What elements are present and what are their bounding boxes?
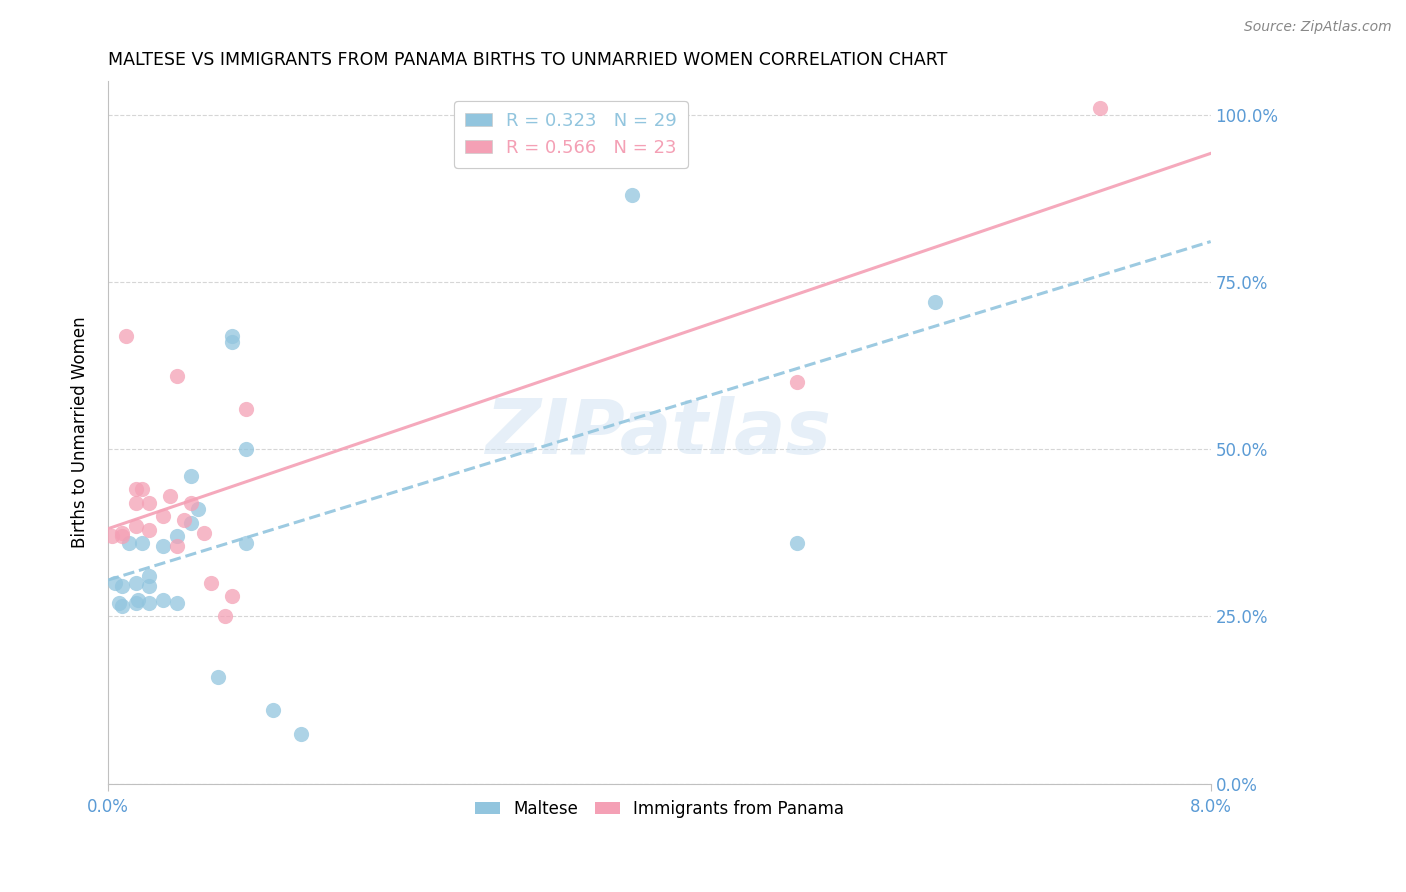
Point (180, 469, 202, 483)
Point (131, 536, 153, 550)
Point (786, 376, 808, 390)
Point (159, 489, 181, 503)
Point (290, 726, 312, 740)
Y-axis label: Births to Unmarried Women: Births to Unmarried Women (72, 317, 89, 549)
Point (115, 328, 138, 343)
Point (127, 592, 149, 607)
Point (187, 502, 209, 516)
Point (152, 592, 174, 607)
Point (221, 590, 243, 604)
Point (620, 188, 643, 202)
Point (166, 596, 188, 610)
Point (235, 536, 257, 550)
Point (214, 609, 236, 624)
Point (235, 402, 257, 417)
Point (180, 496, 202, 510)
Point (124, 483, 146, 497)
Legend: Maltese, Immigrants from Panama: Maltese, Immigrants from Panama (468, 793, 851, 824)
Point (235, 442, 257, 457)
Point (180, 516, 202, 530)
Point (124, 519, 146, 533)
Point (166, 368, 188, 383)
Point (111, 525, 134, 540)
Point (173, 512, 195, 526)
Text: MALTESE VS IMMIGRANTS FROM PANAMA BIRTHS TO UNMARRIED WOMEN CORRELATION CHART: MALTESE VS IMMIGRANTS FROM PANAMA BIRTHS… (108, 51, 948, 69)
Point (101, 529, 124, 543)
Point (193, 525, 215, 540)
Point (138, 523, 160, 537)
Point (786, 536, 808, 550)
Point (118, 536, 141, 550)
Text: Source: ZipAtlas.com: Source: ZipAtlas.com (1244, 20, 1392, 34)
Point (1090, 101, 1112, 115)
Point (207, 670, 229, 684)
Point (131, 483, 153, 497)
Point (221, 328, 243, 343)
Point (166, 529, 188, 543)
Point (221, 335, 243, 350)
Point (124, 496, 146, 510)
Point (152, 509, 174, 524)
Point (200, 576, 222, 591)
Point (111, 579, 134, 593)
Point (924, 295, 946, 310)
Point (138, 579, 160, 593)
Point (111, 599, 134, 614)
Point (166, 539, 188, 553)
Point (124, 576, 146, 591)
Text: ZIPatlas: ZIPatlas (486, 395, 832, 469)
Point (104, 576, 127, 591)
Point (152, 539, 174, 553)
Point (111, 529, 134, 543)
Point (138, 569, 160, 583)
Point (262, 703, 284, 717)
Point (108, 596, 131, 610)
Point (138, 596, 160, 610)
Point (124, 596, 146, 610)
Point (138, 496, 160, 510)
